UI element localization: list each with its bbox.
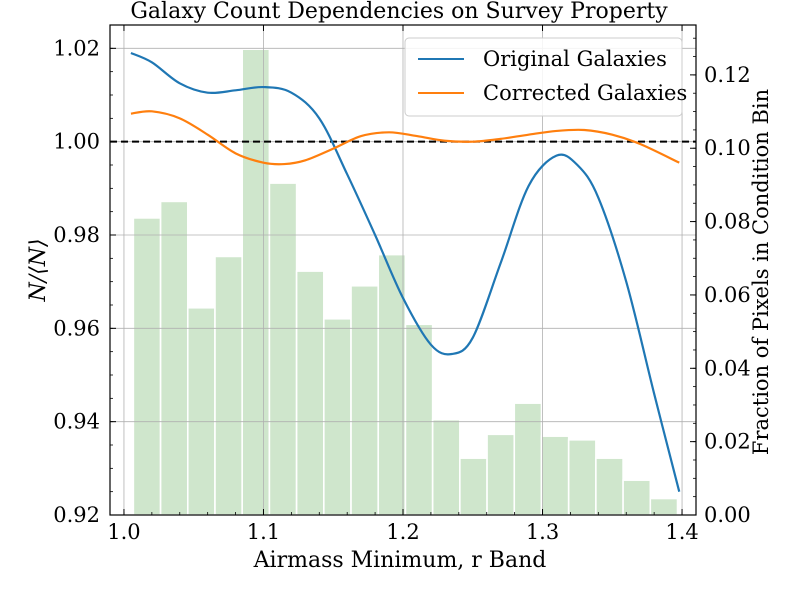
legend-box: [404, 37, 683, 117]
histogram-bar: [404, 323, 434, 516]
y-tick-label: 1.02: [53, 36, 100, 60]
legend-label-corrected: Corrected Galaxies: [483, 81, 687, 105]
x-axis-ticks: 1.0 1.1 1.2 1.3 1.4: [107, 25, 699, 544]
y-tick-label: 1.00: [53, 130, 100, 154]
histogram-bar: [241, 48, 271, 516]
legend: Original Galaxies Corrected Galaxies: [404, 37, 687, 117]
x-tick-label: 1.0: [107, 520, 140, 544]
chart-title: Galaxy Count Dependencies on Survey Prop…: [130, 0, 668, 24]
histogram-bar: [377, 253, 407, 516]
histogram-bar: [186, 306, 216, 516]
y2-tick-label: 0.04: [704, 356, 751, 380]
x-tick-label: 1.2: [386, 520, 419, 544]
y-tick-label: 0.94: [53, 410, 100, 434]
histogram-bar: [486, 433, 516, 516]
y-tick-label: 0.92: [53, 503, 100, 527]
histogram-bar: [268, 182, 298, 516]
x-tick-label: 1.4: [665, 520, 698, 544]
histogram-bar: [350, 284, 380, 516]
histogram: [132, 48, 679, 516]
x-axis-label: Airmass Minimum, r Band: [253, 548, 547, 573]
y2-tick-label: 0.12: [704, 63, 751, 87]
histogram-bar: [295, 270, 325, 516]
series-line-original: [130, 51, 681, 492]
histogram-bar: [431, 418, 461, 516]
histogram-bar: [622, 479, 652, 516]
series-lines: [130, 51, 681, 492]
y2-tick-label: 0.00: [704, 503, 751, 527]
y-tick-label: 0.96: [53, 316, 100, 340]
histogram-bar: [323, 317, 352, 516]
y2-tick-label: 0.02: [704, 430, 751, 454]
legend-label-original: Original Galaxies: [483, 47, 667, 71]
series-line-corrected: [130, 110, 680, 166]
histogram-bar: [513, 402, 543, 516]
x-tick-label: 1.3: [526, 520, 559, 544]
histogram-bar: [540, 435, 570, 516]
histogram-bar: [459, 457, 488, 516]
histogram-bar: [132, 217, 162, 516]
histogram-bar: [567, 439, 597, 516]
y-axis-ticks: 0.92 0.94 0.96 0.98 1.00 1.02: [53, 24, 116, 527]
histogram-bar: [214, 255, 244, 516]
histogram-bar: [159, 200, 189, 516]
y2-tick-label: 0.10: [704, 136, 751, 160]
y2-tick-label: 0.06: [704, 283, 751, 307]
y2-tick-label: 0.08: [704, 210, 751, 234]
x-tick-label: 1.1: [247, 520, 280, 544]
y2-axis-label: Fraction of Pixels in Condition Bin: [749, 89, 773, 455]
y2-axis-ticks: 0.00 0.02 0.04 0.06 0.08 0.10 0.12: [690, 37, 751, 527]
y-axis-label: N/⟨N⟩: [26, 238, 51, 302]
y-tick-label: 0.98: [53, 223, 100, 247]
histogram-bar: [595, 457, 624, 516]
